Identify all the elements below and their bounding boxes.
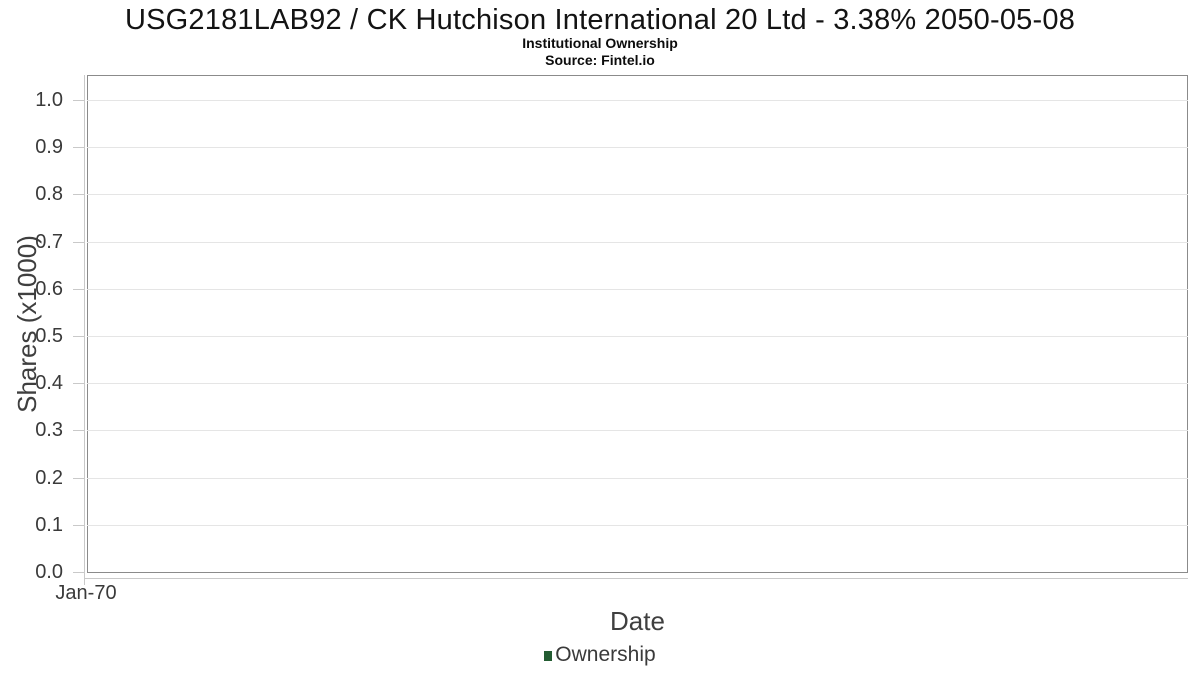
y-axis-line [84,75,85,578]
y-tick-mark [73,430,84,431]
x-tick-mark [84,578,85,585]
plot-area [87,75,1188,573]
y-tick-mark [73,194,84,195]
y-tick-mark [73,147,84,148]
legend-item-ownership[interactable]: Ownership [544,643,656,667]
legend-label: Ownership [555,643,656,666]
chart-title: USG2181LAB92 / CK Hutchison Internationa… [124,4,1076,36]
y-axis-title: Shares (x1000) [12,235,42,413]
y-tick-mark [73,525,84,526]
chart-source-attribution: Source: Fintel.io [545,52,655,68]
legend: Ownership [0,643,1200,667]
legend-series-marker-icon [544,651,553,661]
y-tick-label: 0.0 [35,561,63,583]
x-axis-title: Date [610,606,665,636]
y-tick-mark [73,572,84,573]
y-tick-label: 0.9 [35,136,63,158]
x-axis-line [84,578,1188,579]
y-tick-label: 1.0 [35,89,63,111]
y-tick-mark [73,100,84,101]
y-tick-mark [73,242,84,243]
chart-subtitle: Institutional Ownership [522,35,678,51]
y-tick-mark [73,289,84,290]
y-tick-label: 0.1 [35,514,63,536]
x-tick-label: Jan-70 [55,582,117,604]
y-tick-mark [73,478,84,479]
y-tick-mark [73,336,84,337]
y-tick-mark [73,383,84,384]
